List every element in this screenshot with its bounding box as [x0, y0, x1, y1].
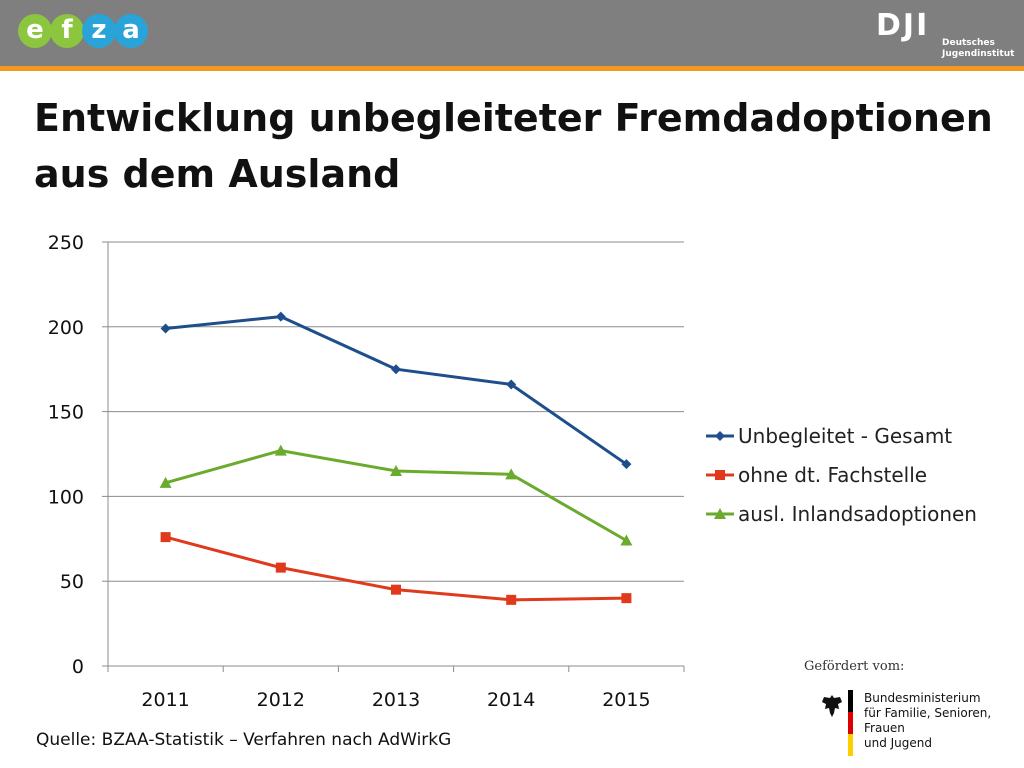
legend-swatch-icon [706, 507, 734, 519]
flag-stripe [848, 712, 853, 734]
data-point [505, 468, 518, 480]
source-note: Quelle: BZAA-Statistik – Verfahren nach … [36, 730, 452, 750]
series-line [165, 315, 628, 466]
data-point [506, 379, 517, 390]
header-stripe [0, 66, 1024, 71]
ministry-name: Bundesministerium für Familie, Senioren,… [864, 691, 1024, 751]
flag-stripe [848, 734, 853, 756]
legend-swatch-icon [706, 430, 734, 441]
efza-logo-letter: f [50, 14, 84, 48]
sponsor-label: Gefördert vom: [804, 659, 905, 674]
page-title-line: Entwicklung unbegleiteter Fremdadoptione… [34, 96, 993, 140]
y-tick-label: 150 [48, 402, 84, 424]
legend-swatch-icon [706, 469, 734, 480]
x-tick-label: 2013 [372, 689, 420, 711]
sponsor-box: Gefördert vom: Bundesministerium für Fam… [776, 645, 1024, 768]
data-point [506, 594, 517, 605]
dji-logo-text-line: Jugendinstitut [942, 49, 1015, 59]
efza-logo-letter: e [18, 14, 52, 48]
page-title: Entwicklung unbegleiteter Fremdadoptione… [34, 90, 994, 202]
ministry-name-line: und Jugend [864, 736, 933, 750]
data-point [160, 532, 171, 543]
data-point [621, 459, 632, 470]
y-tick-label: 0 [72, 656, 84, 678]
y-tick-label: 200 [48, 317, 84, 339]
y-tick-label: 50 [60, 571, 84, 593]
legend-entry: ohne dt. Fachstelle [706, 455, 977, 494]
data-point [620, 534, 633, 546]
data-point [160, 323, 171, 334]
dji-logo-mark: DJI [876, 8, 930, 43]
legend-entry: Unbegleitet - Gesamt [706, 416, 977, 455]
data-point [391, 584, 401, 595]
data-point [275, 311, 286, 322]
legend-label: Unbegleitet - Gesamt [738, 423, 953, 448]
y-tick-label: 250 [48, 232, 84, 254]
legend-label: ausl. Inlandsadoptionen [738, 501, 977, 526]
data-point [159, 476, 172, 488]
efza-logo-letter: a [114, 14, 148, 48]
ministry-name-line: Bundesministerium [864, 691, 981, 705]
legend-label: ohne dt. Fachstelle [738, 462, 928, 487]
dji-logo-text: Deutsches Jugendinstitut [942, 38, 1014, 60]
german-flag-icon [848, 690, 853, 756]
federal-eagle-icon [822, 695, 842, 717]
x-tick-label: 2014 [487, 689, 535, 711]
y-tick-label: 100 [48, 486, 84, 508]
chart-legend: Unbegleitet - Gesamt ohne dt. Fachstelle a… [706, 416, 977, 533]
x-tick-label: 2015 [602, 689, 650, 711]
dji-logo[interactable]: DJI Deutsches Jugendinstitut [876, 8, 1014, 62]
data-point [391, 364, 401, 375]
data-point [275, 562, 286, 573]
series-line [165, 449, 628, 542]
legend-entry: ausl. Inlandsadoptionen [706, 494, 977, 533]
x-tick-label: 2012 [257, 689, 305, 711]
x-tick-label: 2011 [141, 689, 189, 711]
page-title-line: aus dem Ausland [34, 152, 401, 196]
data-point [274, 444, 287, 456]
data-point [621, 593, 632, 604]
data-point [390, 464, 402, 476]
flag-stripe [848, 690, 853, 712]
ministry-name-line: für Familie, Senioren, Frauen [864, 706, 992, 735]
dji-logo-text-line: Deutsches [942, 38, 995, 48]
efza-logo-letter: z [82, 14, 116, 48]
